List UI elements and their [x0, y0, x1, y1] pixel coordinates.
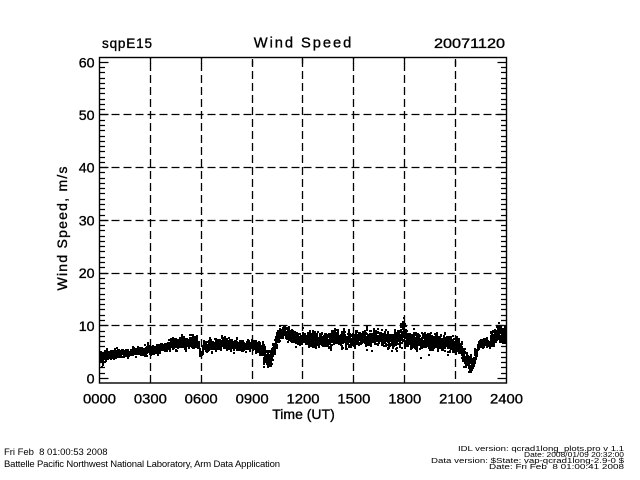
svg-text:Date: Fri Feb 8 01:00:41 2008: Date: Fri Feb 8 01:00:41 2008	[489, 462, 624, 471]
svg-text:IDL version: qcrad1long_plots.: IDL version: qcrad1long_plots.pro v 1.1	[458, 444, 624, 453]
svg-text:0: 0	[87, 372, 95, 388]
svg-text:1500: 1500	[337, 392, 370, 408]
svg-text:50: 50	[79, 108, 95, 124]
svg-text:30: 30	[79, 213, 95, 229]
svg-text:20: 20	[79, 266, 95, 282]
svg-text:10: 10	[79, 319, 95, 335]
svg-text:20071120: 20071120	[434, 36, 505, 51]
svg-text:2100: 2100	[439, 392, 472, 408]
svg-text:1200: 1200	[287, 392, 320, 408]
svg-text:Data version: $State: vap-qcra: Data version: $State: vap-qcrad1long-2.9…	[431, 456, 625, 465]
svg-text:Date: 2008/01/09 20:32:00: Date: 2008/01/09 20:32:00	[524, 450, 624, 459]
svg-text:Wind Speed: Wind Speed	[254, 36, 352, 52]
svg-text:60: 60	[79, 55, 95, 71]
svg-text:Fri Feb 8 01:00:53 2008: Fri Feb 8 01:00:53 2008	[4, 447, 108, 458]
svg-text:Time (UT): Time (UT)	[272, 406, 334, 422]
svg-text:0000: 0000	[83, 392, 116, 408]
svg-text:2400: 2400	[490, 392, 523, 408]
svg-text:Battelle Pacific Northwest Nat: Battelle Pacific Northwest National Labo…	[4, 459, 280, 470]
svg-text:Wind Speed, m/s: Wind Speed, m/s	[54, 167, 70, 291]
svg-text:0300: 0300	[134, 392, 167, 408]
svg-text:sqpE15: sqpE15	[102, 36, 152, 51]
svg-text:0900: 0900	[236, 392, 269, 408]
svg-text:0600: 0600	[185, 392, 218, 408]
svg-text:40: 40	[79, 161, 95, 177]
svg-text:1800: 1800	[388, 392, 421, 408]
